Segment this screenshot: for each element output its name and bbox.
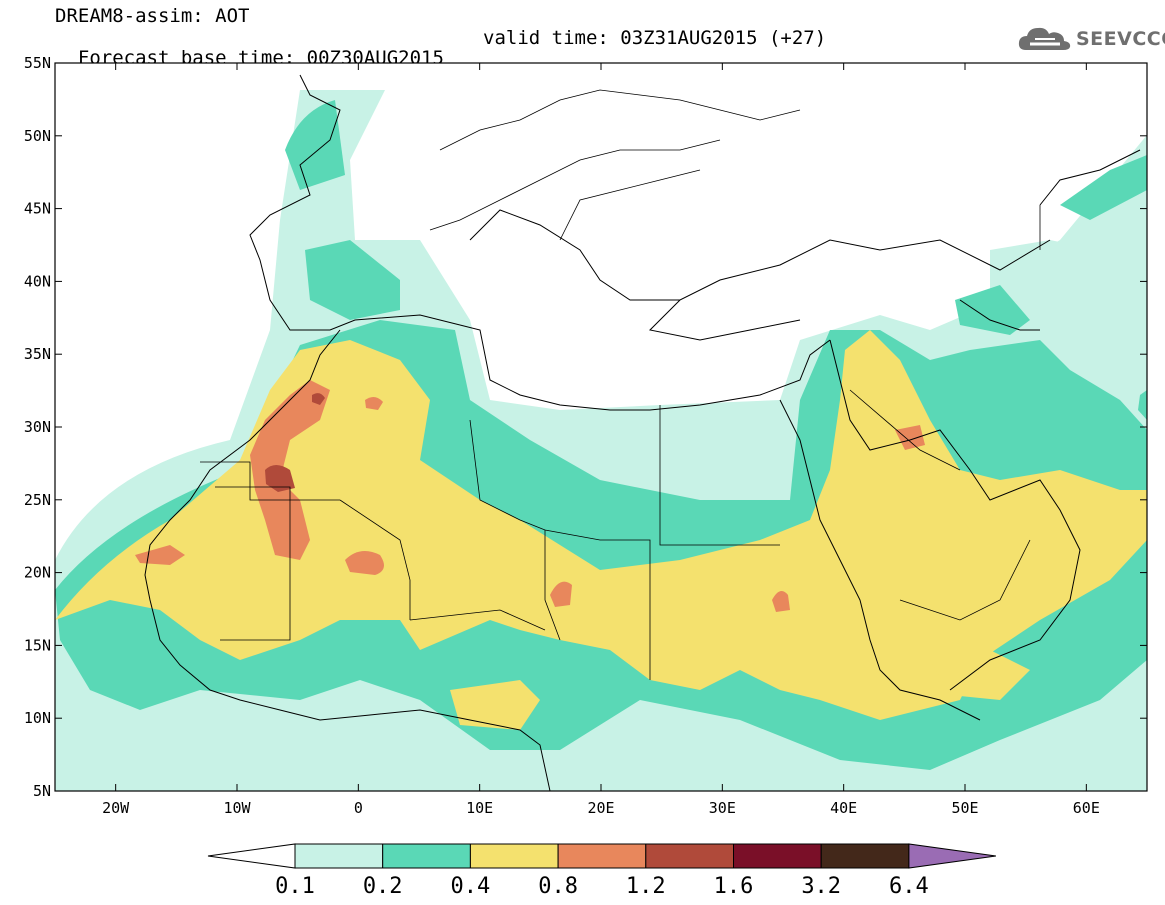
lat-tick-label: 30N	[24, 418, 51, 436]
aot-field	[55, 63, 1147, 791]
coastlines	[144, 74, 1141, 791]
seevccc-logo: SEEVCCC	[1016, 24, 1165, 54]
lat-tick-label: 55N	[24, 54, 51, 72]
lon-tick-label: 30E	[709, 799, 736, 817]
lat-tick-label: 50N	[24, 127, 51, 145]
colorbar-under-triangle	[207, 843, 296, 869]
colorbar-segment	[820, 843, 910, 869]
colorbar-label: 0.4	[451, 874, 491, 899]
colorbar-label: 3.2	[801, 874, 841, 899]
colorbar-segment	[645, 843, 734, 869]
colorbar-segment	[733, 843, 822, 869]
lat-tick-label: 40N	[24, 272, 51, 290]
aot-band-0.4-0.8	[55, 330, 1147, 730]
colorbar-label: 6.4	[889, 874, 929, 899]
lon-tick-label: 10E	[466, 799, 493, 817]
cloud-logo-icon	[1018, 27, 1071, 50]
lon-tick-label: 10W	[223, 799, 251, 817]
longitude-axis: 20W 10W 0 10E 20E 30E 40E 50E 60E	[102, 63, 1100, 817]
aot-band-1.2-1.6	[265, 393, 325, 492]
valid-time: valid time: 03Z31AUG2015 (+27)	[483, 27, 827, 49]
lon-tick-label: 20E	[587, 799, 614, 817]
colorbar-label: 0.2	[363, 874, 403, 899]
colorbar-label: 0.8	[538, 874, 578, 899]
lat-tick-label: 5N	[33, 782, 51, 800]
lon-tick-label: 50E	[951, 799, 978, 817]
lon-tick-label: 60E	[1073, 799, 1100, 817]
colorbar: 0.1 0.2 0.4 0.8 1.2 1.6 3.2 6.4	[207, 843, 996, 899]
colorbar-segment	[294, 843, 384, 869]
colorbar-label: 0.1	[275, 874, 315, 899]
lon-tick-label: 20W	[102, 799, 130, 817]
lat-tick-label: 25N	[24, 491, 51, 509]
colorbar-segment	[469, 843, 559, 869]
lon-tick-label: 0	[354, 799, 363, 817]
colorbar-over-triangle	[908, 843, 996, 869]
latitude-axis: 55N 50N 45N 40N 35N 30N 25N 20N 15N 10N 5N	[24, 54, 1147, 800]
colorbar-label: 1.6	[714, 874, 754, 899]
lat-tick-label: 45N	[24, 200, 51, 218]
logo-text: SEEVCCC	[1076, 28, 1165, 50]
lat-tick-label: 10N	[24, 709, 51, 727]
colorbar-segment	[557, 843, 647, 869]
colorbar-segment	[382, 843, 471, 869]
lat-tick-label: 15N	[24, 636, 51, 654]
lon-tick-label: 40E	[830, 799, 857, 817]
country-borders	[200, 89, 1041, 680]
lat-tick-label: 20N	[24, 564, 51, 582]
lat-tick-label: 35N	[24, 345, 51, 363]
colorbar-label: 1.2	[626, 874, 666, 899]
map-title: DREAM8-assim: AOT	[55, 5, 250, 27]
